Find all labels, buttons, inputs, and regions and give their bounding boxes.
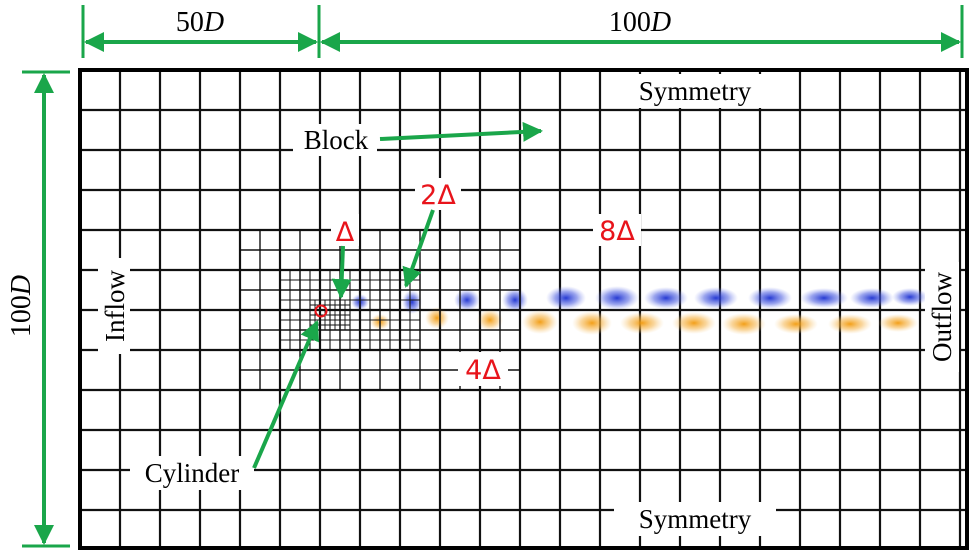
dim-label-right: 100D [609, 7, 671, 38]
vortex-positive [454, 289, 480, 311]
block-label-bg [293, 124, 377, 156]
resolution-label-delta: Δ [336, 217, 355, 248]
outflow-label-bg [925, 262, 959, 372]
vortex-wake [351, 286, 928, 335]
bottom-boundary-label: Symmetry [639, 504, 752, 534]
vortex-negative [722, 313, 766, 335]
vortex-positive [644, 287, 688, 309]
dim-label-left: 50D [176, 7, 224, 38]
vortex-negative [425, 307, 449, 329]
vortex-negative [477, 309, 503, 331]
delta-label-bg [331, 214, 359, 246]
delta-arrow [331, 245, 352, 299]
cylinder-marker [314, 304, 328, 318]
vortex-negative [572, 311, 612, 335]
resolution-label-2delta: 2Δ [420, 180, 456, 211]
2delta-label-bg [415, 178, 461, 210]
dim-label-height: 100D [6, 275, 37, 337]
vortex-positive [850, 288, 894, 308]
block-arrow [379, 121, 543, 142]
8delta-label-bg [593, 214, 641, 246]
block-label: Block [304, 125, 369, 155]
inflow-label-bg [98, 258, 130, 354]
vortex-negative [828, 314, 872, 334]
resolution-label-4delta: 4Δ [465, 355, 501, 386]
vortex-negative [522, 310, 558, 334]
vortex-negative [620, 312, 664, 334]
vortex-positive [892, 288, 928, 306]
top-boundary-label: Symmetry [639, 76, 752, 106]
4delta-label-bg [458, 352, 508, 386]
outflow-label: Outflow [927, 272, 957, 362]
top-boundary-label-bg [614, 74, 776, 108]
cylinder-label-bg [130, 456, 254, 490]
cylinder-arrow [252, 320, 320, 469]
inflow-label: Inflow [100, 270, 130, 342]
vortex-negative [878, 314, 918, 332]
vortex-positive [800, 288, 848, 308]
resolution-label-8delta: 8Δ [599, 216, 635, 247]
vortex-positive [502, 288, 528, 312]
2delta-arrow [402, 209, 435, 288]
vortex-positive [694, 287, 738, 309]
vortex-positive [402, 290, 422, 314]
cylinder-label: Cylinder [145, 458, 240, 488]
vortex-negative [774, 314, 818, 334]
vortex-positive [546, 286, 586, 310]
vortex-positive [595, 286, 639, 310]
bottom-boundary-label-bg [614, 502, 776, 536]
vortex-positive [748, 287, 792, 309]
domain-border [78, 68, 969, 550]
vortex-negative [672, 312, 716, 334]
